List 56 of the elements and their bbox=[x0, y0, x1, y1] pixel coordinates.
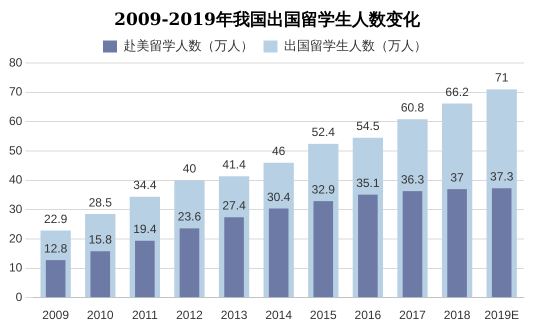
data-label: 34.4 bbox=[133, 178, 157, 192]
x-tick-label: 2016 bbox=[354, 308, 382, 322]
data-label: 36.3 bbox=[400, 172, 424, 186]
data-label: 22.9 bbox=[44, 212, 68, 226]
data-label: 28.5 bbox=[88, 195, 112, 210]
data-label: 35.1 bbox=[356, 176, 380, 190]
x-tick-label: 2010 bbox=[86, 308, 114, 322]
data-label: 19.4 bbox=[133, 222, 157, 236]
data-label: 15.8 bbox=[88, 232, 112, 247]
chart-title: 2009-2019年我国出国留学生人数变化 bbox=[113, 9, 421, 30]
bar bbox=[447, 189, 467, 298]
y-tick-label: 10 bbox=[8, 260, 23, 275]
bar bbox=[224, 217, 244, 298]
data-label: 12.8 bbox=[44, 241, 68, 256]
data-label: 40 bbox=[182, 162, 196, 176]
data-label: 41.4 bbox=[222, 158, 246, 172]
x-tick-label: 2018 bbox=[444, 308, 471, 322]
x-tick-label: 2012 bbox=[176, 308, 204, 322]
data-label: 52.4 bbox=[312, 125, 336, 140]
bar bbox=[402, 191, 422, 298]
x-tick-label: 2017 bbox=[399, 308, 426, 322]
x-tick-label: 2019E bbox=[484, 308, 520, 322]
legend-label: 出国留学生人数（万人） bbox=[284, 38, 427, 54]
data-label: 66.2 bbox=[445, 84, 470, 99]
data-label: 32.9 bbox=[312, 182, 336, 196]
x-tick-label: 2015 bbox=[310, 308, 337, 322]
data-label: 46 bbox=[272, 144, 286, 158]
x-tick-label: 2009 bbox=[42, 308, 70, 322]
y-tick-label: 20 bbox=[8, 231, 23, 246]
x-tick-label: 2011 bbox=[132, 308, 158, 322]
bar bbox=[313, 201, 334, 298]
legend-label: 赴美留学人数（万人） bbox=[124, 38, 254, 54]
x-tick-label: 2014 bbox=[265, 308, 292, 322]
data-label: 60.8 bbox=[400, 100, 424, 115]
data-label: 30.4 bbox=[266, 190, 291, 204]
x-tick-label: 2013 bbox=[220, 308, 248, 322]
data-label: 23.6 bbox=[178, 210, 202, 224]
bar bbox=[358, 194, 378, 298]
bar bbox=[180, 228, 200, 298]
y-tick-label: 70 bbox=[8, 84, 23, 99]
bar bbox=[90, 251, 110, 298]
data-label: 54.5 bbox=[356, 119, 380, 134]
data-label: 27.4 bbox=[222, 198, 246, 213]
y-tick-label: 50 bbox=[8, 143, 23, 158]
bar bbox=[268, 208, 288, 298]
bar bbox=[46, 260, 66, 298]
y-tick-label: 60 bbox=[8, 114, 23, 128]
bar bbox=[135, 240, 155, 298]
data-label: 37.3 bbox=[490, 170, 514, 184]
y-tick-label: 0 bbox=[16, 290, 23, 304]
bar bbox=[492, 188, 512, 298]
y-tick-label: 40 bbox=[8, 172, 23, 187]
data-label: 71 bbox=[495, 70, 509, 85]
y-tick-label: 30 bbox=[8, 202, 23, 216]
y-tick-label: 80 bbox=[8, 55, 23, 70]
data-label: 37 bbox=[450, 170, 464, 184]
